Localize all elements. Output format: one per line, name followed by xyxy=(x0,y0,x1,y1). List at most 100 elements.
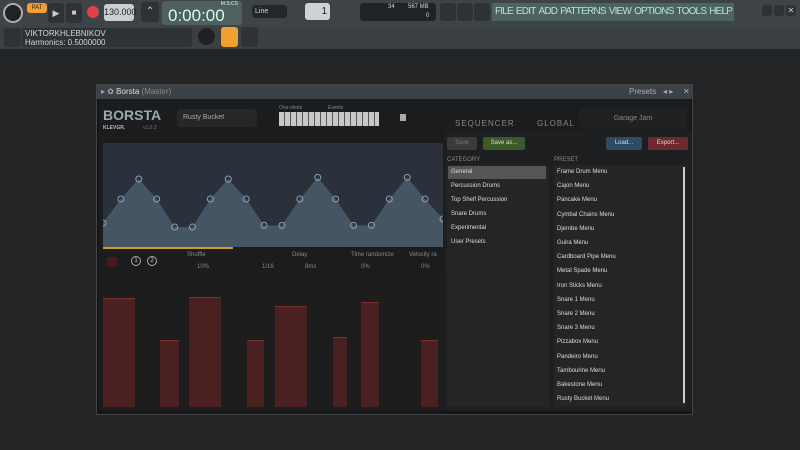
envelope-editor[interactable] xyxy=(99,143,447,247)
category-item[interactable]: Snare Drums xyxy=(451,211,487,217)
stop-button[interactable]: ■ xyxy=(66,3,82,23)
channel-rack-icon[interactable] xyxy=(457,3,473,21)
preset-item[interactable]: Tambourine Menu xyxy=(557,367,606,374)
preset-item[interactable]: Bakestone Menu xyxy=(557,382,603,388)
category-item[interactable]: Top Shelf Percussion xyxy=(451,197,508,203)
save-as-button[interactable]: Save as... xyxy=(483,137,525,150)
preset-item[interactable]: Rusty Bucket Menu xyxy=(557,396,610,403)
preset-arrows[interactable]: ◂ ▸ xyxy=(663,87,674,96)
plugin-title-bar[interactable]: ▸ ✿ Borsta (Master) Presets ◂ ▸ ✕ xyxy=(97,85,692,99)
presets-menu[interactable]: Presets xyxy=(629,87,657,96)
velocity-bar[interactable] xyxy=(421,340,438,407)
preset-item[interactable]: Snare 1 Menu xyxy=(557,296,595,303)
envelope-node[interactable] xyxy=(117,195,125,203)
save-button[interactable]: Save xyxy=(447,137,477,150)
time-randomize-value[interactable]: 0% xyxy=(361,264,370,270)
pitch-knob[interactable] xyxy=(198,28,215,45)
lane-2-button[interactable]: 2 xyxy=(147,256,157,266)
envelope-node[interactable] xyxy=(188,223,196,231)
velocity-bar[interactable] xyxy=(160,340,179,407)
velocity-bars[interactable] xyxy=(103,277,443,409)
preset-item[interactable]: Iron Sticks Menu xyxy=(557,282,602,289)
envelope-node[interactable] xyxy=(421,195,429,203)
shuffle-value[interactable]: 10% xyxy=(197,264,210,270)
envelope-node[interactable] xyxy=(350,221,358,229)
envelope-node[interactable] xyxy=(332,195,340,203)
category-item[interactable]: General xyxy=(448,166,546,179)
record-pad[interactable] xyxy=(107,257,117,267)
time-display[interactable]: M:S:CS 0:00:00 xyxy=(162,1,242,25)
tab-global[interactable]: GLOBAL xyxy=(537,119,576,128)
preset-name-display[interactable]: Rusty Bucket xyxy=(177,109,257,127)
master-volume-knob[interactable] xyxy=(3,3,23,23)
rate-value[interactable]: 1/16 xyxy=(262,264,274,270)
preset-navigator[interactable]: Garage Jam xyxy=(579,109,687,129)
load-button[interactable]: Load... xyxy=(606,137,642,150)
menu-view[interactable]: VIEW xyxy=(608,6,632,17)
close-icon[interactable]: ✕ xyxy=(786,5,796,16)
menu-edit[interactable]: EDIT xyxy=(515,6,536,17)
velocity-bar[interactable] xyxy=(247,340,264,407)
preset-scrollbar[interactable] xyxy=(683,167,685,403)
velocity-bar[interactable] xyxy=(275,305,307,407)
envelope-node[interactable] xyxy=(314,173,322,181)
stop-icon[interactable] xyxy=(400,114,406,121)
envelope-node[interactable] xyxy=(242,195,250,203)
velocity-randomize-value[interactable]: 0% xyxy=(421,264,430,270)
preset-item[interactable]: Pandeiro Menu xyxy=(557,353,598,360)
menu-patterns[interactable]: PATTERNS xyxy=(560,6,606,17)
envelope-node[interactable] xyxy=(135,175,143,183)
lane-1-button[interactable]: 1 xyxy=(131,256,141,266)
export-button[interactable]: Export... xyxy=(648,137,688,150)
plugin-picker-icon[interactable] xyxy=(241,27,258,47)
preset-item[interactable]: Snare 2 Menu xyxy=(557,311,595,317)
metronome-icon[interactable]: ⌃ xyxy=(141,2,159,22)
piano-roll-icon[interactable] xyxy=(221,27,238,47)
preset-item[interactable]: Guira Menu xyxy=(557,240,589,246)
envelope-node[interactable] xyxy=(385,195,393,203)
menu-add[interactable]: ADD xyxy=(538,6,559,17)
envelope-node[interactable] xyxy=(153,195,161,203)
velocity-bar[interactable] xyxy=(361,302,379,407)
tab-sequencer[interactable]: SEQUENCER xyxy=(455,119,515,128)
menu-file[interactable]: FILE xyxy=(495,6,514,17)
preset-item[interactable]: Cardboard Pipe Menu xyxy=(557,254,616,261)
preset-item[interactable]: Frame Drum Menu xyxy=(557,169,608,175)
menu-tools[interactable]: TOOLS xyxy=(676,6,707,17)
preset-item[interactable]: Djembe Menu xyxy=(557,225,595,232)
preset-item[interactable]: Metal Spade Menu xyxy=(557,268,608,275)
delay-value[interactable]: 8ms xyxy=(305,264,317,270)
envelope-node[interactable] xyxy=(278,221,286,229)
category-item[interactable]: Experimental xyxy=(451,225,487,231)
play-button[interactable]: ▶ xyxy=(48,3,64,23)
preset-item[interactable]: Cymbal Chains Menu xyxy=(557,211,615,218)
preset-item[interactable]: Pancake Menu xyxy=(557,197,598,204)
envelope-node[interactable] xyxy=(206,195,214,203)
envelope-node[interactable] xyxy=(260,221,268,229)
envelope-node[interactable] xyxy=(224,175,232,183)
envelope-node[interactable] xyxy=(367,221,375,229)
preset-item[interactable]: Cajon Menu xyxy=(557,183,590,190)
envelope-node[interactable] xyxy=(171,223,179,231)
snap-select[interactable]: Line xyxy=(252,5,287,18)
category-item[interactable]: User Presets xyxy=(451,239,486,245)
preset-item[interactable]: Snare 3 Menu xyxy=(557,325,595,332)
menu-help[interactable]: HELP xyxy=(709,6,733,17)
plugin-close-icon[interactable]: ✕ xyxy=(683,87,690,96)
menu-options[interactable]: OPTIONS xyxy=(634,6,674,17)
keyboard-mapping[interactable] xyxy=(279,112,379,126)
velocity-bar[interactable] xyxy=(103,298,135,407)
preset-item[interactable]: Pizzabox Menu xyxy=(557,339,599,346)
pattern-selector[interactable]: 1 xyxy=(305,3,330,20)
velocity-bar[interactable] xyxy=(189,296,221,407)
mixer-icon[interactable] xyxy=(474,3,490,21)
record-button[interactable] xyxy=(87,6,99,18)
restore-button[interactable] xyxy=(774,5,784,16)
category-item[interactable]: Percussion Drums xyxy=(451,183,501,189)
envelope-node[interactable] xyxy=(403,173,411,181)
envelope-node[interactable] xyxy=(296,195,304,203)
minimize-button[interactable] xyxy=(762,5,772,16)
velocity-bar[interactable] xyxy=(333,336,347,407)
browser-icon[interactable] xyxy=(4,28,21,47)
tempo-field[interactable]: 130.000 xyxy=(104,4,137,21)
